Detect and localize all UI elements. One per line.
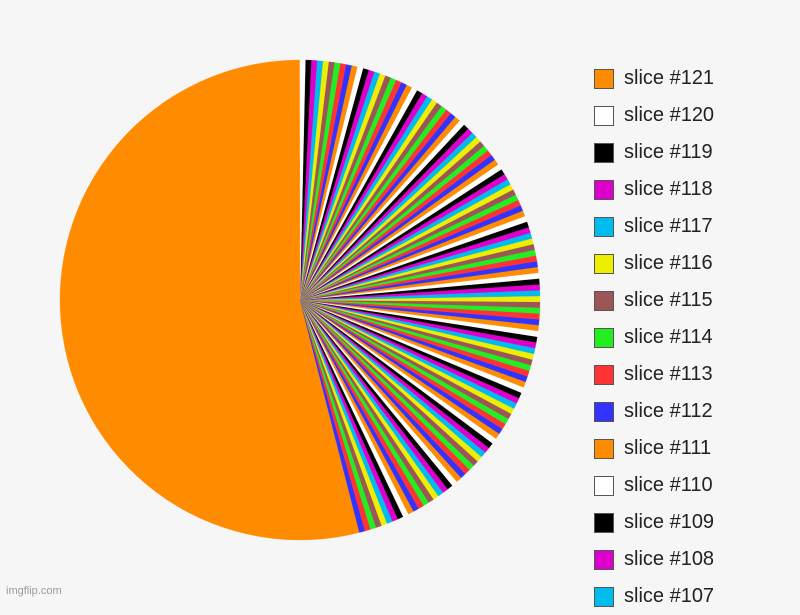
legend-item: slice #116 — [594, 245, 800, 282]
legend-swatch — [594, 253, 614, 274]
legend-swatch — [594, 475, 614, 496]
legend-label: slice #107 — [624, 585, 715, 607]
legend-item: slice #111 — [594, 430, 800, 467]
legend-item: slice #115 — [594, 282, 800, 319]
legend-swatch — [594, 68, 614, 89]
legend-swatch — [594, 105, 614, 126]
legend-swatch — [594, 364, 614, 385]
legend-item: slice #110 — [594, 467, 800, 504]
legend-item: slice #112 — [594, 393, 800, 430]
legend-label: slice #118 — [624, 178, 713, 200]
pie-slice-121 — [293, 59, 301, 301]
legend-label: slice #108 — [624, 548, 715, 570]
legend-label: slice #116 — [624, 252, 713, 274]
legend-label: slice #115 — [624, 289, 713, 311]
legend-label: slice #111 — [624, 437, 712, 459]
legend-item: slice #121 — [594, 60, 800, 97]
legend-label: slice #109 — [624, 511, 715, 533]
legend-swatch — [594, 216, 614, 237]
legend-swatch — [594, 549, 614, 570]
pie-chart — [59, 59, 541, 541]
legend-item: slice #114 — [594, 319, 800, 356]
legend-label: slice #112 — [624, 400, 713, 422]
legend-item: slice #108 — [594, 541, 800, 578]
watermark: imgflip.com — [6, 585, 62, 597]
legend-swatch — [594, 438, 614, 459]
legend-item: slice #113 — [594, 356, 800, 393]
pie-slice-1 — [59, 59, 360, 541]
legend-swatch — [594, 401, 614, 422]
legend-item: slice #118 — [594, 171, 800, 208]
legend-label: slice #117 — [624, 215, 713, 237]
legend-swatch — [594, 327, 614, 348]
legend-swatch — [594, 142, 614, 163]
chart-legend: slice #121 slice #120 slice #119 slice #118… — [594, 60, 800, 615]
legend-item: slice #120 — [594, 97, 800, 134]
legend-swatch — [594, 586, 614, 607]
legend-label: slice #110 — [624, 474, 713, 496]
legend-swatch — [594, 512, 614, 533]
legend-item: slice #119 — [594, 134, 800, 171]
legend-item: slice #117 — [594, 208, 800, 245]
legend-label: slice #113 — [624, 363, 713, 385]
legend-label: slice #121 — [624, 67, 715, 89]
legend-swatch — [594, 290, 614, 311]
legend-label: slice #114 — [624, 326, 713, 348]
legend-item: slice #109 — [594, 504, 800, 541]
legend-label: slice #120 — [624, 104, 715, 126]
legend-item: slice #107 — [594, 578, 800, 615]
legend-swatch — [594, 179, 614, 200]
legend-label: slice #119 — [624, 141, 713, 163]
